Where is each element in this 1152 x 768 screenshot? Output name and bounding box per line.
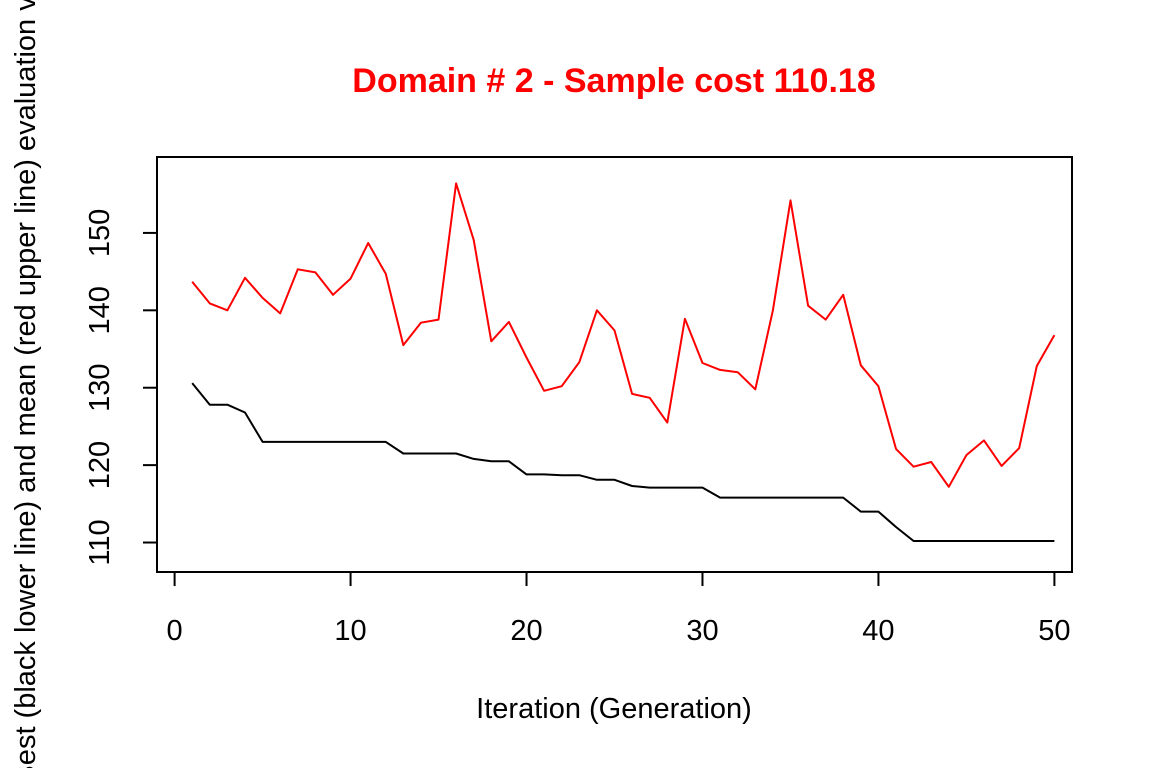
- x-tick-label: 30: [686, 615, 718, 647]
- series-line-2: [191, 382, 1055, 542]
- x-tick-label: 50: [1038, 615, 1070, 647]
- y-tick-label: 110: [84, 519, 116, 565]
- y-tick-label: 150: [84, 209, 116, 257]
- y-tick-label: 120: [84, 441, 116, 489]
- y-axis: 110 120 130 140 150: [84, 209, 158, 566]
- x-tick-label: 40: [862, 615, 894, 647]
- y-axis-label: Best (black lower line) and mean (red up…: [10, 0, 42, 768]
- y-tick-label: 130: [84, 364, 116, 412]
- x-tick-label: 20: [510, 615, 542, 647]
- series-line-1: [191, 182, 1056, 488]
- x-tick-label: 0: [167, 615, 183, 647]
- chart-title: Domain # 2 - Sample cost 110.18: [352, 62, 875, 100]
- plot-frame: [156, 156, 1073, 573]
- x-tick-label: 10: [334, 615, 366, 647]
- series-layer: [191, 182, 1056, 542]
- y-tick-label: 140: [84, 286, 116, 334]
- x-axis: 0 10 20 30 40 50: [167, 571, 1071, 647]
- x-axis-label: Iteration (Generation): [476, 693, 752, 725]
